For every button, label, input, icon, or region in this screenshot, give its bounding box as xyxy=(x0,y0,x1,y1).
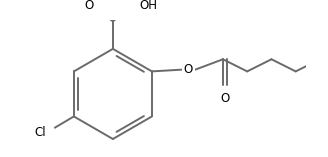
Text: O: O xyxy=(184,63,193,76)
Text: O: O xyxy=(220,92,229,105)
Text: OH: OH xyxy=(139,0,157,12)
Text: O: O xyxy=(84,0,93,12)
Text: Cl: Cl xyxy=(34,126,46,138)
